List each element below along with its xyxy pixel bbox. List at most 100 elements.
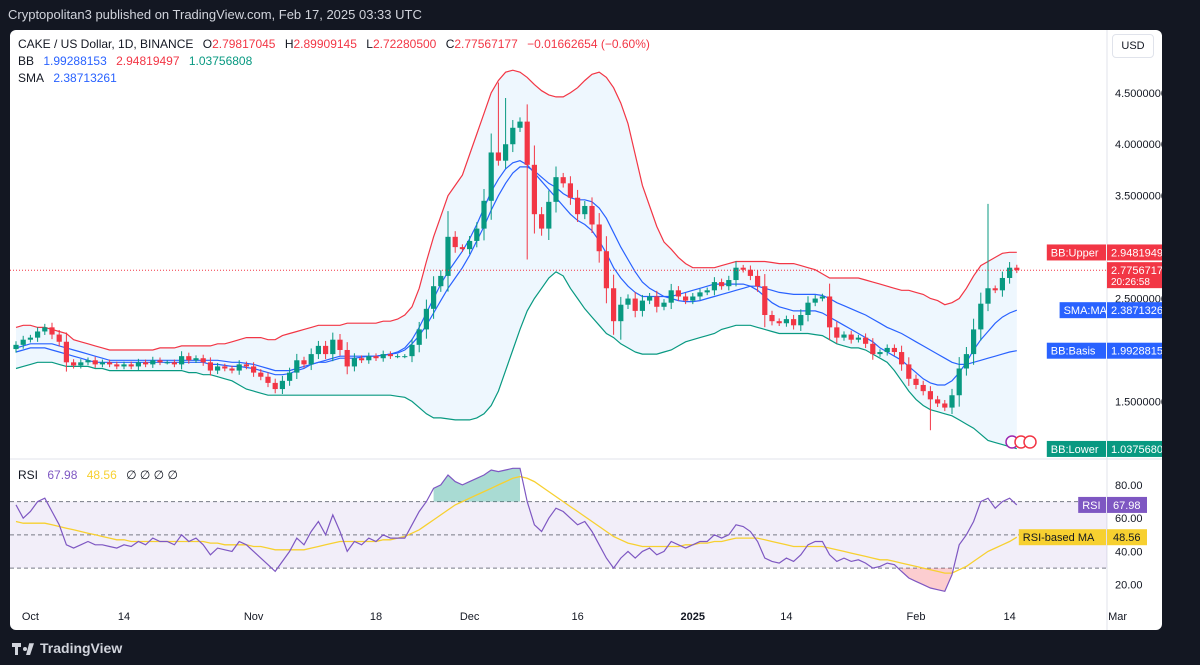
rsi-tag: 48.56 RSI-based MA (1018, 529, 1147, 546)
footer-bar: TradingView (0, 632, 1200, 665)
chart-svg[interactable]: 4.500000004.000000003.500000002.50000000… (10, 30, 1162, 630)
candle (301, 360, 307, 365)
candle (733, 267, 739, 281)
candle (935, 399, 941, 404)
svg-text:1.99288153: 1.99288153 (1111, 346, 1162, 358)
candle (575, 197, 581, 215)
candle (222, 366, 228, 369)
bb-legend[interactable]: BB 1.99288153 2.94819497 1.03756808 (18, 54, 258, 68)
candle (78, 362, 84, 366)
candle (999, 277, 1005, 291)
rsi-tick-label: 20.00 (1115, 580, 1143, 592)
candle (539, 214, 545, 229)
price-tick-label: 4.00000000 (1115, 139, 1162, 151)
rsi-line (15, 467, 1018, 592)
rsi-legend[interactable]: RSI 67.98 48.56 ∅ ∅ ∅ ∅ (18, 468, 184, 482)
candle (956, 368, 962, 396)
rsi-tick-label: 80.00 (1115, 480, 1143, 492)
candle (207, 362, 213, 371)
candle (668, 290, 674, 303)
candle (510, 127, 516, 145)
time-tick-label: 14 (118, 611, 130, 623)
candle (27, 337, 33, 340)
candle (243, 364, 249, 367)
candle (654, 296, 660, 307)
candle (596, 224, 602, 252)
currency-button[interactable]: USD (1112, 34, 1154, 58)
candle (783, 319, 789, 324)
time-tick-label: 18 (370, 611, 382, 623)
candle (603, 251, 609, 289)
candle (978, 303, 984, 330)
rsi-tick-label: 60.00 (1115, 513, 1143, 525)
candle (812, 298, 818, 303)
candle (359, 358, 365, 361)
ohlc-close: C2.77567177 (445, 37, 518, 51)
candle (553, 177, 559, 202)
candle (71, 362, 77, 366)
svg-text:BB:Lower: BB:Lower (1051, 444, 1099, 456)
time-tick-label: 14 (1003, 611, 1015, 623)
candle (589, 205, 595, 225)
candle (258, 372, 264, 377)
svg-text:2.77567177: 2.77567177 (1111, 265, 1162, 277)
candle (467, 240, 473, 250)
price-tick-label: 3.50000000 (1115, 191, 1162, 203)
candle (906, 364, 912, 379)
us-flag-event-icon (1023, 435, 1037, 449)
candle (452, 236, 458, 248)
candle (121, 364, 127, 367)
svg-text:20:26:58: 20:26:58 (1111, 277, 1150, 288)
candle (337, 339, 343, 350)
bb-upper-line (15, 69, 1017, 351)
rsi-ma-line (15, 475, 1018, 574)
candle (13, 344, 19, 350)
svg-text:48.56: 48.56 (1113, 532, 1141, 544)
candle (683, 296, 689, 301)
candle (740, 267, 746, 270)
time-tick-label: Dec (460, 611, 480, 623)
candle (611, 288, 617, 322)
bb-band-fill (16, 70, 1017, 449)
candle (481, 200, 487, 229)
candle (35, 331, 41, 338)
sma-legend[interactable]: SMA 2.38713261 (18, 71, 123, 85)
time-tick-label: 16 (571, 611, 583, 623)
svg-text:SMA:MA: SMA:MA (1064, 305, 1108, 317)
rsi-extra: ∅ ∅ ∅ ∅ (126, 468, 178, 482)
candle (438, 275, 444, 287)
candle (445, 236, 451, 276)
candle (661, 302, 667, 307)
candle (387, 354, 393, 357)
rsi-overbought-fill (433, 468, 520, 502)
price-tag: 2.94819497 BB:Upper (1046, 244, 1162, 261)
candle (315, 345, 321, 355)
candle (373, 356, 379, 359)
rsi-tag: 67.98 RSI (1078, 496, 1147, 513)
footer-brand: TradingView (40, 640, 123, 656)
candle (899, 352, 905, 365)
candle (143, 362, 149, 365)
rsi-label: RSI (18, 468, 39, 482)
chart-panel[interactable]: 4.500000004.000000003.500000002.50000000… (10, 30, 1162, 630)
candle (567, 183, 573, 198)
candle (150, 360, 156, 365)
svg-text:1.03756808: 1.03756808 (1111, 444, 1162, 456)
symbol-title[interactable]: CAKE / US Dollar, 1D, BINANCE (18, 37, 194, 51)
candle (186, 356, 192, 361)
price-tick-label: 4.50000000 (1115, 88, 1162, 100)
candle (891, 347, 897, 353)
candle (827, 296, 833, 328)
candle (459, 247, 465, 250)
candle (769, 315, 775, 322)
candle (632, 298, 638, 311)
price-tag: 2.38713261SMA:MA (1059, 302, 1162, 319)
candle (949, 395, 955, 408)
ohlc-high: H2.89909145 (284, 37, 357, 51)
time-tick-label: Mar (1108, 611, 1127, 623)
candle (690, 296, 696, 301)
bb-lower-value: 1.03756808 (188, 54, 253, 68)
candle (992, 288, 998, 291)
candle (308, 354, 314, 365)
candle (431, 286, 437, 309)
